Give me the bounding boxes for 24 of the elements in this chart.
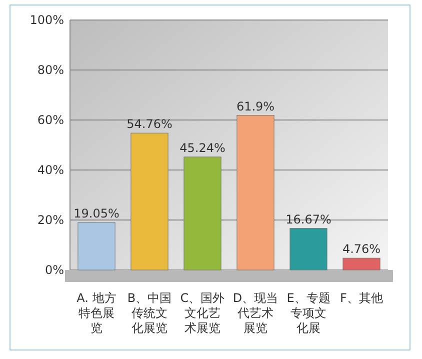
data-label: 54.76% [126, 117, 172, 132]
bar [130, 132, 168, 270]
bar [290, 228, 328, 270]
bar [236, 115, 274, 270]
x-tick-label: E、专题专项文化展 [286, 291, 330, 335]
x-tick-label: C、国外文化艺术展览 [180, 291, 225, 335]
bar [184, 156, 222, 270]
y-tick-label: 60% [37, 113, 64, 127]
x-tick-label: A. 地方特色展览 [76, 291, 116, 335]
x-tick-label: D、现当代艺术展览 [232, 291, 278, 335]
data-label: 19.05% [74, 206, 120, 220]
y-tick-label: 40% [37, 163, 64, 177]
bar [342, 258, 380, 270]
y-tick-label: 80% [37, 63, 64, 77]
y-tick-label: 0% [44, 263, 64, 277]
data-label: 4.76% [342, 242, 381, 256]
x-tick-label: F、其他 [340, 291, 383, 305]
y-tick-label: 100% [30, 13, 64, 27]
data-label: 61.9% [236, 99, 275, 114]
y-tick-label: 20% [37, 213, 64, 227]
x-tick-label: B、中国传统文化展览 [127, 291, 172, 335]
bar [78, 222, 116, 270]
data-label: 45.24% [180, 140, 226, 155]
data-label: 16.67% [286, 212, 332, 226]
